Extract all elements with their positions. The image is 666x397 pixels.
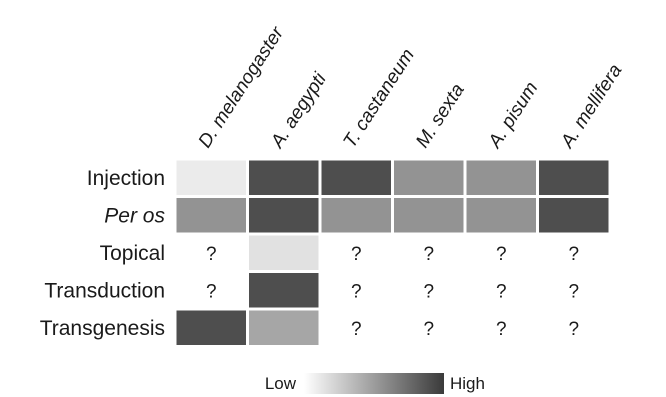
heatmap-cell-transgenesis-a-aegypti	[249, 310, 319, 345]
row-labels: Injection Per os Topical Transduction Transg…	[40, 167, 166, 340]
unknown-cell-topical-t-castaneum: ?	[351, 244, 362, 265]
column-label-m-sexta: M. sexta	[412, 80, 469, 152]
heatmap-cell-injection-a-aegypti	[249, 160, 319, 195]
legend-gradient-bar	[304, 373, 444, 394]
unknown-cell-transduction-m-sexta: ?	[423, 281, 434, 302]
unknown-cell-transduction-t-castaneum: ?	[351, 281, 362, 302]
heatmap-cell-per-os-a-mellifera	[539, 198, 609, 233]
heatmap-cell-transgenesis-d-melanogaster	[176, 310, 246, 345]
column-label-a-pisum: A. pisum	[484, 78, 542, 152]
heatmap-cell-per-os-a-aegypti	[249, 198, 319, 233]
heatmap-cell-injection-m-sexta	[394, 160, 464, 195]
unknown-cell-transduction-d-melanogaster: ?	[206, 281, 217, 302]
row-label-topical: Topical	[100, 242, 165, 265]
heatmap-cell-per-os-m-sexta	[394, 198, 464, 233]
unknown-cell-transduction-a-mellifera: ?	[568, 281, 579, 302]
unknown-cell-transgenesis-a-mellifera: ?	[568, 319, 579, 340]
unknown-cell-transduction-a-pisum: ?	[496, 281, 507, 302]
unknown-cell-topical-d-melanogaster: ?	[206, 244, 217, 265]
heatmap-cell-per-os-t-castaneum	[321, 198, 391, 233]
unknown-cell-transgenesis-t-castaneum: ?	[351, 319, 362, 340]
heatmap-cell-transduction-a-aegypti	[249, 273, 319, 308]
heatmap-cell-topical-a-aegypti	[249, 235, 319, 270]
heatmap-cell-per-os-a-pisum	[466, 198, 536, 233]
legend-low-label: Low	[265, 374, 297, 393]
heatmap-cell-per-os-d-melanogaster	[176, 198, 246, 233]
heatmap-cells: ??????????????	[176, 160, 609, 345]
row-label-injection: Injection	[87, 167, 165, 190]
row-label-transduction: Transduction	[44, 279, 165, 302]
heatmap-cell-injection-a-pisum	[466, 160, 536, 195]
color-scale-legend: Low High	[265, 373, 485, 394]
unknown-cell-topical-a-pisum: ?	[496, 244, 507, 265]
column-label-a-mellifera: A. mellifera	[557, 61, 627, 153]
unknown-cell-topical-a-mellifera: ?	[568, 244, 579, 265]
heatmap-cell-injection-a-mellifera	[539, 160, 609, 195]
row-label-transgenesis: Transgenesis	[40, 317, 165, 340]
column-label-a-aegypti: A. aegypti	[267, 69, 332, 153]
heatmap-cell-injection-d-melanogaster	[176, 160, 246, 195]
heatmap-cell-injection-t-castaneum	[321, 160, 391, 195]
unknown-cell-topical-m-sexta: ?	[423, 244, 434, 265]
unknown-cell-transgenesis-a-pisum: ?	[496, 319, 507, 340]
unknown-cell-transgenesis-m-sexta: ?	[423, 319, 434, 340]
legend-high-label: High	[450, 374, 485, 393]
row-label-per-os: Per os	[104, 204, 165, 227]
column-label-t-castaneum: T. castaneum	[340, 45, 419, 152]
